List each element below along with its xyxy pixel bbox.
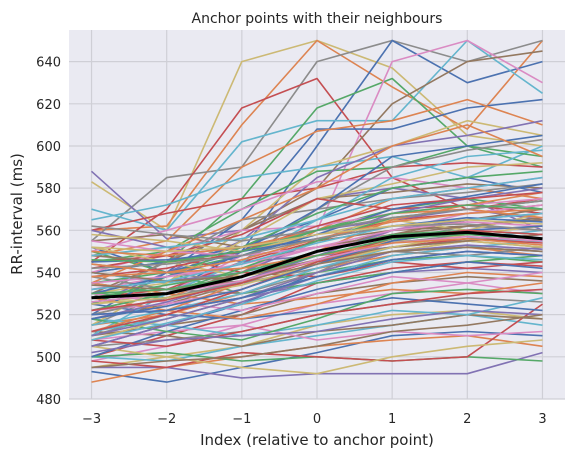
y-tick-label: 520 xyxy=(36,309,61,324)
series-line-104 xyxy=(91,244,543,337)
y-tick-label: 580 xyxy=(36,182,61,197)
series-line-107 xyxy=(91,223,543,270)
series-line-72 xyxy=(91,288,543,341)
mean-line xyxy=(91,230,543,300)
x-tick-label: 0 xyxy=(313,412,321,427)
series-line-41 xyxy=(91,330,543,383)
y-tick-label: 620 xyxy=(36,98,61,113)
series-line-73 xyxy=(91,288,543,348)
y-tick-label: 600 xyxy=(36,140,61,155)
x-axis-ticks: −3 −2 −1 0 1 2 3 xyxy=(82,412,547,427)
series-line-74 xyxy=(91,309,543,354)
chart-title: Anchor points with their neighbours xyxy=(192,11,443,27)
series-line-108 xyxy=(91,219,543,253)
series-line-102 xyxy=(91,204,543,263)
y-tick-label: 540 xyxy=(36,266,61,281)
x-tick-label: −1 xyxy=(232,412,251,427)
series-line-109 xyxy=(91,254,543,341)
x-tick-label: 1 xyxy=(388,412,396,427)
x-tick-label: −2 xyxy=(157,412,176,427)
series-line-2 xyxy=(91,39,544,232)
series-line-75 xyxy=(91,313,543,369)
y-axis-ticks: 480 500 520 540 560 580 600 620 640 xyxy=(36,56,61,408)
mean-line-group xyxy=(91,230,543,300)
y-tick-label: 560 xyxy=(36,224,61,239)
series-line-46 xyxy=(91,339,543,375)
x-axis-label: Index (relative to anchor point) xyxy=(200,431,434,449)
y-axis-label: RR-interval (ms) xyxy=(8,153,26,275)
y-tick-label: 640 xyxy=(36,56,61,71)
series-line-79 xyxy=(91,176,543,257)
series-line-83 xyxy=(91,191,543,278)
x-tick-label: 3 xyxy=(538,412,546,427)
series-line-112 xyxy=(91,233,543,295)
x-tick-label: −3 xyxy=(82,412,101,427)
y-tick-label: 500 xyxy=(36,351,61,366)
series-line-45 xyxy=(91,303,543,369)
x-tick-label: 2 xyxy=(463,412,471,427)
y-tick-label: 480 xyxy=(36,393,61,408)
series-line-110 xyxy=(91,250,543,316)
